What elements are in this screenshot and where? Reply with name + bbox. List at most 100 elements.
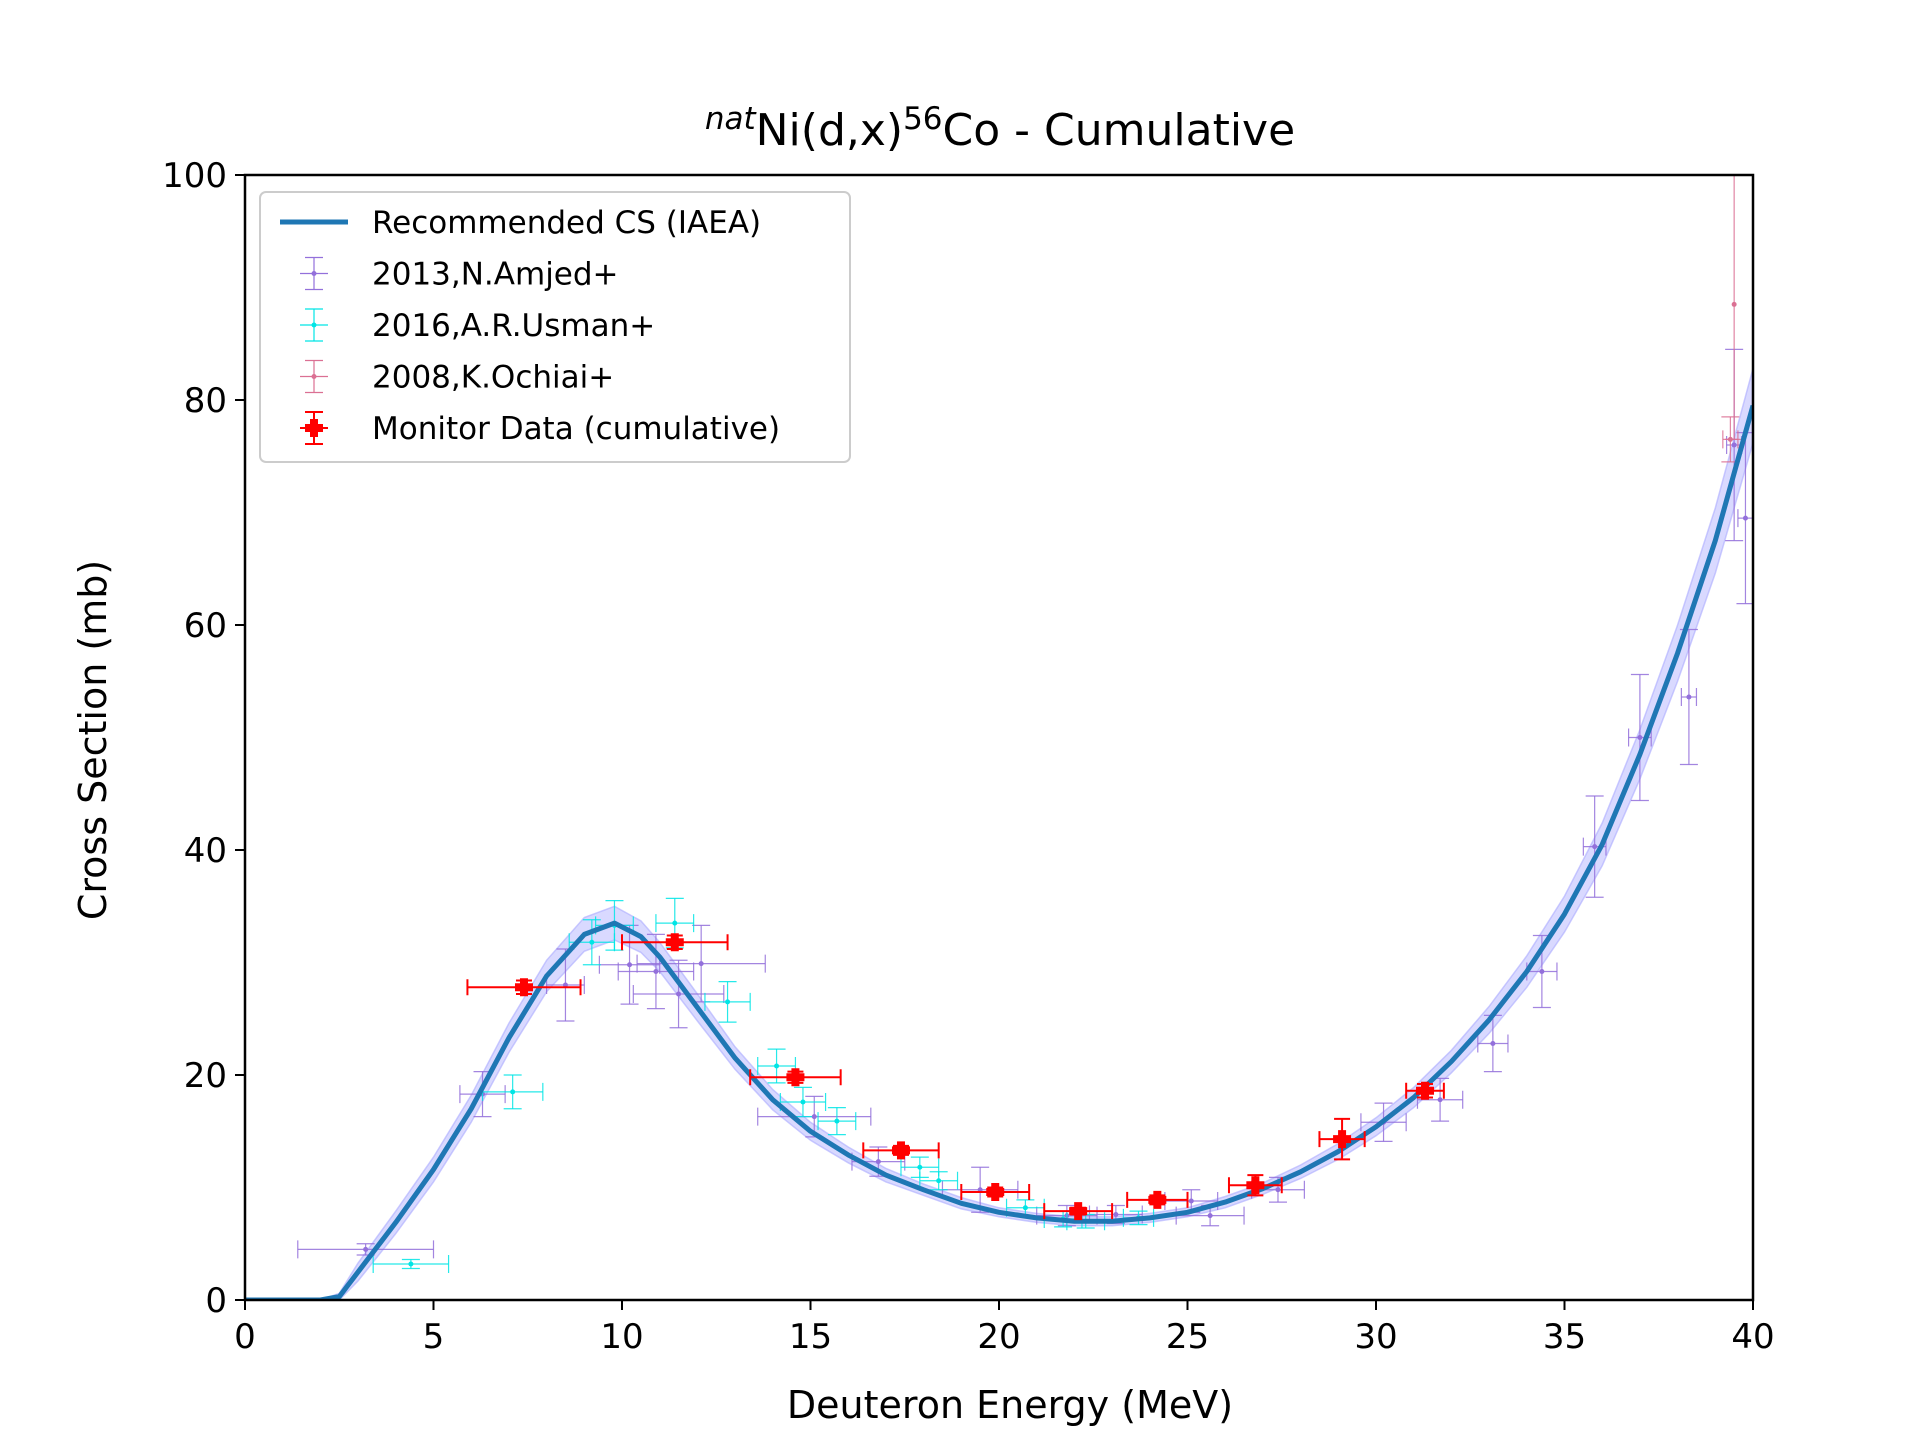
data-point	[817, 1107, 857, 1136]
x-tick-label: 40	[1731, 1317, 1774, 1357]
series-2	[1721, 175, 1744, 463]
x-tick-label: 10	[600, 1317, 643, 1357]
data-point	[621, 933, 729, 952]
legend-item: 2008,K.Ochiai+	[300, 360, 614, 396]
marker	[672, 920, 678, 926]
marker	[1148, 1195, 1167, 1204]
marker	[627, 962, 633, 968]
series-3	[466, 933, 1445, 1221]
marker	[1416, 1086, 1435, 1095]
title-superscript-nat: nat	[705, 101, 758, 137]
y-tick-label: 40	[184, 831, 227, 871]
monitor-layer	[466, 933, 1445, 1221]
data-point	[1721, 416, 1740, 463]
recommended-cs-line	[245, 404, 1753, 1300]
data-point	[1736, 432, 1753, 605]
data-point	[1627, 673, 1652, 802]
title-superscript-mass: 56	[903, 101, 942, 137]
data-point	[466, 978, 582, 997]
x-tick-label: 35	[1543, 1317, 1586, 1357]
marker	[774, 1063, 780, 1069]
legend-item: Recommended CS (IAEA)	[280, 205, 761, 241]
data-point	[632, 959, 725, 1029]
marker	[514, 983, 533, 992]
data-point	[960, 1183, 1031, 1201]
marker	[875, 1159, 881, 1165]
data-point	[1405, 1081, 1445, 1100]
x-tick-label: 0	[234, 1317, 256, 1357]
x-tick-label: 25	[1166, 1317, 1209, 1357]
legend-box	[259, 191, 851, 463]
data-point	[1318, 1117, 1366, 1161]
marker	[363, 1246, 369, 1252]
marker	[665, 938, 684, 947]
legend-swatch-marker	[305, 424, 323, 432]
y-tick-label: 60	[184, 606, 227, 646]
data-point	[1679, 628, 1698, 766]
marker	[1539, 969, 1545, 974]
marker	[1731, 301, 1737, 307]
legend-swatch-marker	[311, 322, 317, 328]
data-point	[1043, 1202, 1114, 1221]
legend-swatch-marker	[311, 374, 317, 379]
marker	[811, 1114, 817, 1120]
marker	[1275, 1187, 1281, 1193]
marker	[1727, 436, 1733, 442]
marker	[1731, 442, 1737, 448]
x-tick-label: 15	[789, 1317, 832, 1357]
chart-title: natNi(d,x)56Co - Cumulative	[705, 101, 1295, 156]
data-point	[757, 1095, 872, 1138]
marker	[1686, 694, 1692, 700]
y-tick-label: 100	[162, 156, 227, 196]
data-point	[1526, 934, 1558, 1009]
marker	[786, 1073, 805, 1082]
confidence-band-layer	[245, 368, 1753, 1300]
marker	[1188, 1198, 1194, 1204]
marker	[1207, 1213, 1213, 1219]
marker	[1592, 844, 1598, 850]
y-tick-label: 0	[205, 1281, 227, 1321]
y-axis-label: Cross Section (mb)	[71, 560, 115, 920]
data-point	[862, 1141, 940, 1160]
plot-area	[245, 175, 1753, 1300]
x-tick-label: 5	[423, 1317, 445, 1357]
marker	[698, 961, 704, 967]
marker	[589, 939, 595, 945]
marker	[1069, 1207, 1088, 1216]
marker	[725, 999, 731, 1005]
legend-item: 2013,N.Amjed+	[300, 257, 619, 293]
marker	[653, 969, 659, 974]
recommended-uncertainty-band	[245, 368, 1753, 1300]
marker	[510, 1089, 516, 1095]
data-point	[1227, 1174, 1283, 1197]
marker	[936, 1178, 942, 1184]
legend-label: Recommended CS (IAEA)	[372, 205, 761, 241]
title-main-part-1: Ni(d,x)	[756, 105, 903, 156]
marker	[891, 1146, 910, 1155]
marker	[834, 1118, 840, 1124]
legend-label: 2008,K.Ochiai+	[372, 360, 614, 396]
marker	[1637, 735, 1643, 740]
legend-label: Monitor Data (cumulative)	[372, 411, 780, 447]
x-tick-label: 20	[977, 1317, 1020, 1357]
title-main-part-2: Co - Cumulative	[943, 105, 1296, 156]
marker	[800, 1099, 806, 1105]
marker	[1490, 1041, 1496, 1046]
y-tick-label: 20	[184, 1056, 227, 1096]
x-axis-ticks: 0 5 10 15 20 25 30 35 40	[234, 1300, 1775, 1357]
curve-layer	[245, 404, 1753, 1300]
data-point	[1126, 1190, 1189, 1209]
marker	[917, 1164, 923, 1170]
legend: Recommended CS (IAEA) 2013,N.Amjed+ 2016,A…	[259, 191, 851, 463]
data-point	[617, 933, 695, 1010]
marker	[1437, 1097, 1443, 1103]
y-axis-ticks: 0 20 40 60 80 100	[162, 156, 245, 1321]
legend-label: 2016,A.R.Usman+	[372, 308, 655, 344]
marker	[1113, 1212, 1119, 1217]
marker	[986, 1188, 1005, 1196]
x-axis-label: Deuteron Energy (MeV)	[787, 1383, 1233, 1427]
data-point	[1477, 1014, 1509, 1073]
legend-item: 2016,A.R.Usman+	[300, 308, 655, 344]
data-point	[749, 1068, 842, 1087]
